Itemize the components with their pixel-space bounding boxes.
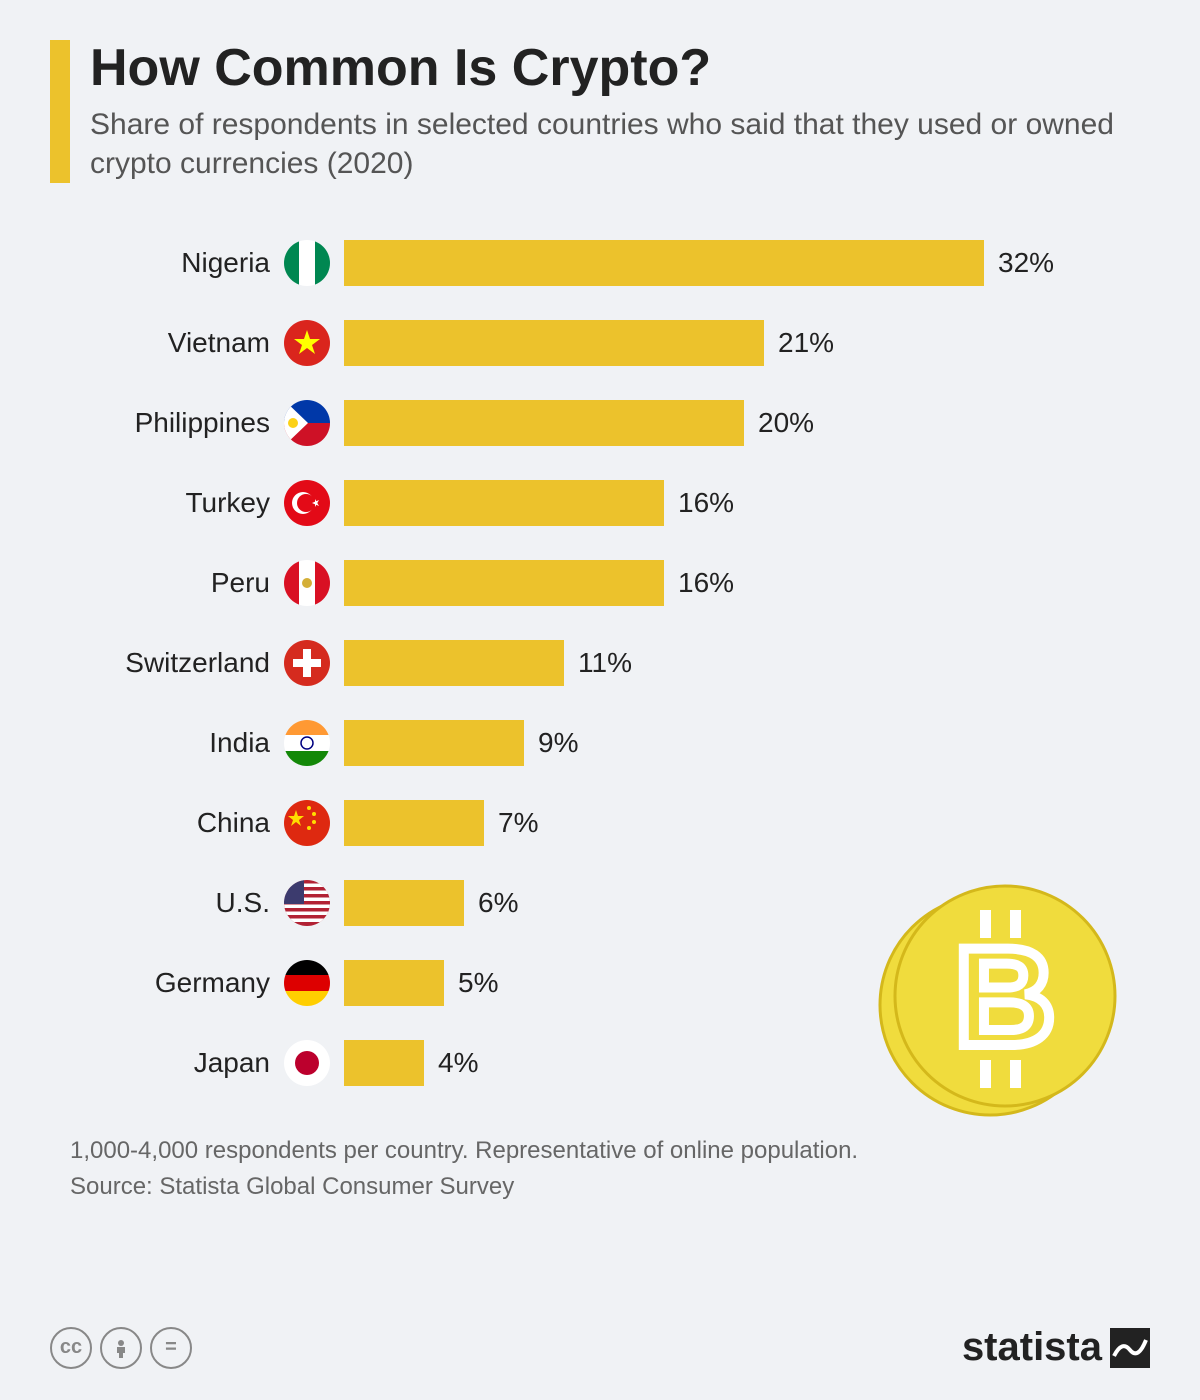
chart-row: Nigeria 32% <box>70 223 1150 303</box>
bar-container: 20% <box>344 400 1150 446</box>
country-label: China <box>70 807 270 839</box>
bar-container: 7% <box>344 800 1150 846</box>
bar-value: 32% <box>998 247 1054 279</box>
flag-icon <box>284 800 330 846</box>
country-label: Germany <box>70 967 270 999</box>
license-icons: cc = <box>50 1327 192 1369</box>
chart-row: India 9% <box>70 703 1150 783</box>
country-label: Vietnam <box>70 327 270 359</box>
accent-bar <box>50 40 70 183</box>
flag-icon <box>284 880 330 926</box>
footnote: 1,000-4,000 respondents per country. Rep… <box>70 1133 1150 1205</box>
bar <box>344 720 524 766</box>
bar <box>344 480 664 526</box>
bitcoin-icon: B <box>870 870 1130 1135</box>
bar-container: 16% <box>344 480 1150 526</box>
brand-logo: statista <box>962 1325 1150 1370</box>
country-label: Turkey <box>70 487 270 519</box>
bar-container: 11% <box>344 640 1150 686</box>
bar-container: 16% <box>344 560 1150 606</box>
bar-container: 32% <box>344 240 1150 286</box>
bar <box>344 560 664 606</box>
bar <box>344 320 764 366</box>
bar-value: 9% <box>538 727 578 759</box>
footer: cc = statista <box>50 1325 1150 1370</box>
bar <box>344 960 444 1006</box>
chart-title: How Common Is Crypto? <box>90 40 1150 97</box>
flag-icon <box>284 240 330 286</box>
chart-row: China 7% <box>70 783 1150 863</box>
cc-icon: cc <box>50 1327 92 1369</box>
header: How Common Is Crypto? Share of responden… <box>50 40 1150 183</box>
bar-value: 5% <box>458 967 498 999</box>
flag-icon <box>284 560 330 606</box>
bar-value: 20% <box>758 407 814 439</box>
bar-container: 9% <box>344 720 1150 766</box>
bar <box>344 640 564 686</box>
flag-icon <box>284 400 330 446</box>
chart-row: Peru 16% <box>70 543 1150 623</box>
brand-wave-icon <box>1110 1328 1150 1368</box>
country-label: U.S. <box>70 887 270 919</box>
bar-value: 16% <box>678 487 734 519</box>
country-label: Japan <box>70 1047 270 1079</box>
brand-text: statista <box>962 1325 1102 1370</box>
by-icon <box>100 1327 142 1369</box>
header-text: How Common Is Crypto? Share of responden… <box>90 40 1150 183</box>
bar <box>344 240 984 286</box>
flag-icon <box>284 1040 330 1086</box>
chart-row: Switzerland 11% <box>70 623 1150 703</box>
bar <box>344 400 744 446</box>
svg-text:B: B <box>954 918 1055 1075</box>
bar-value: 7% <box>498 807 538 839</box>
bar-value: 6% <box>478 887 518 919</box>
footnote-line2: Source: Statista Global Consumer Survey <box>70 1169 1150 1205</box>
flag-icon <box>284 320 330 366</box>
bar <box>344 800 484 846</box>
country-label: Nigeria <box>70 247 270 279</box>
country-label: Peru <box>70 567 270 599</box>
country-label: India <box>70 727 270 759</box>
chart-subtitle: Share of respondents in selected countri… <box>90 105 1150 183</box>
bar-value: 11% <box>578 647 632 679</box>
bar-value: 4% <box>438 1047 478 1079</box>
footnote-line1: 1,000-4,000 respondents per country. Rep… <box>70 1133 1150 1169</box>
bar-value: 21% <box>778 327 834 359</box>
bar-container: 21% <box>344 320 1150 366</box>
nd-icon: = <box>150 1327 192 1369</box>
flag-icon <box>284 960 330 1006</box>
bar <box>344 880 464 926</box>
chart-row: Turkey 16% <box>70 463 1150 543</box>
flag-icon <box>284 640 330 686</box>
country-label: Switzerland <box>70 647 270 679</box>
country-label: Philippines <box>70 407 270 439</box>
bar <box>344 1040 424 1086</box>
flag-icon <box>284 720 330 766</box>
chart-row: Philippines 20% <box>70 383 1150 463</box>
chart-row: Vietnam 21% <box>70 303 1150 383</box>
bar-value: 16% <box>678 567 734 599</box>
flag-icon <box>284 480 330 526</box>
